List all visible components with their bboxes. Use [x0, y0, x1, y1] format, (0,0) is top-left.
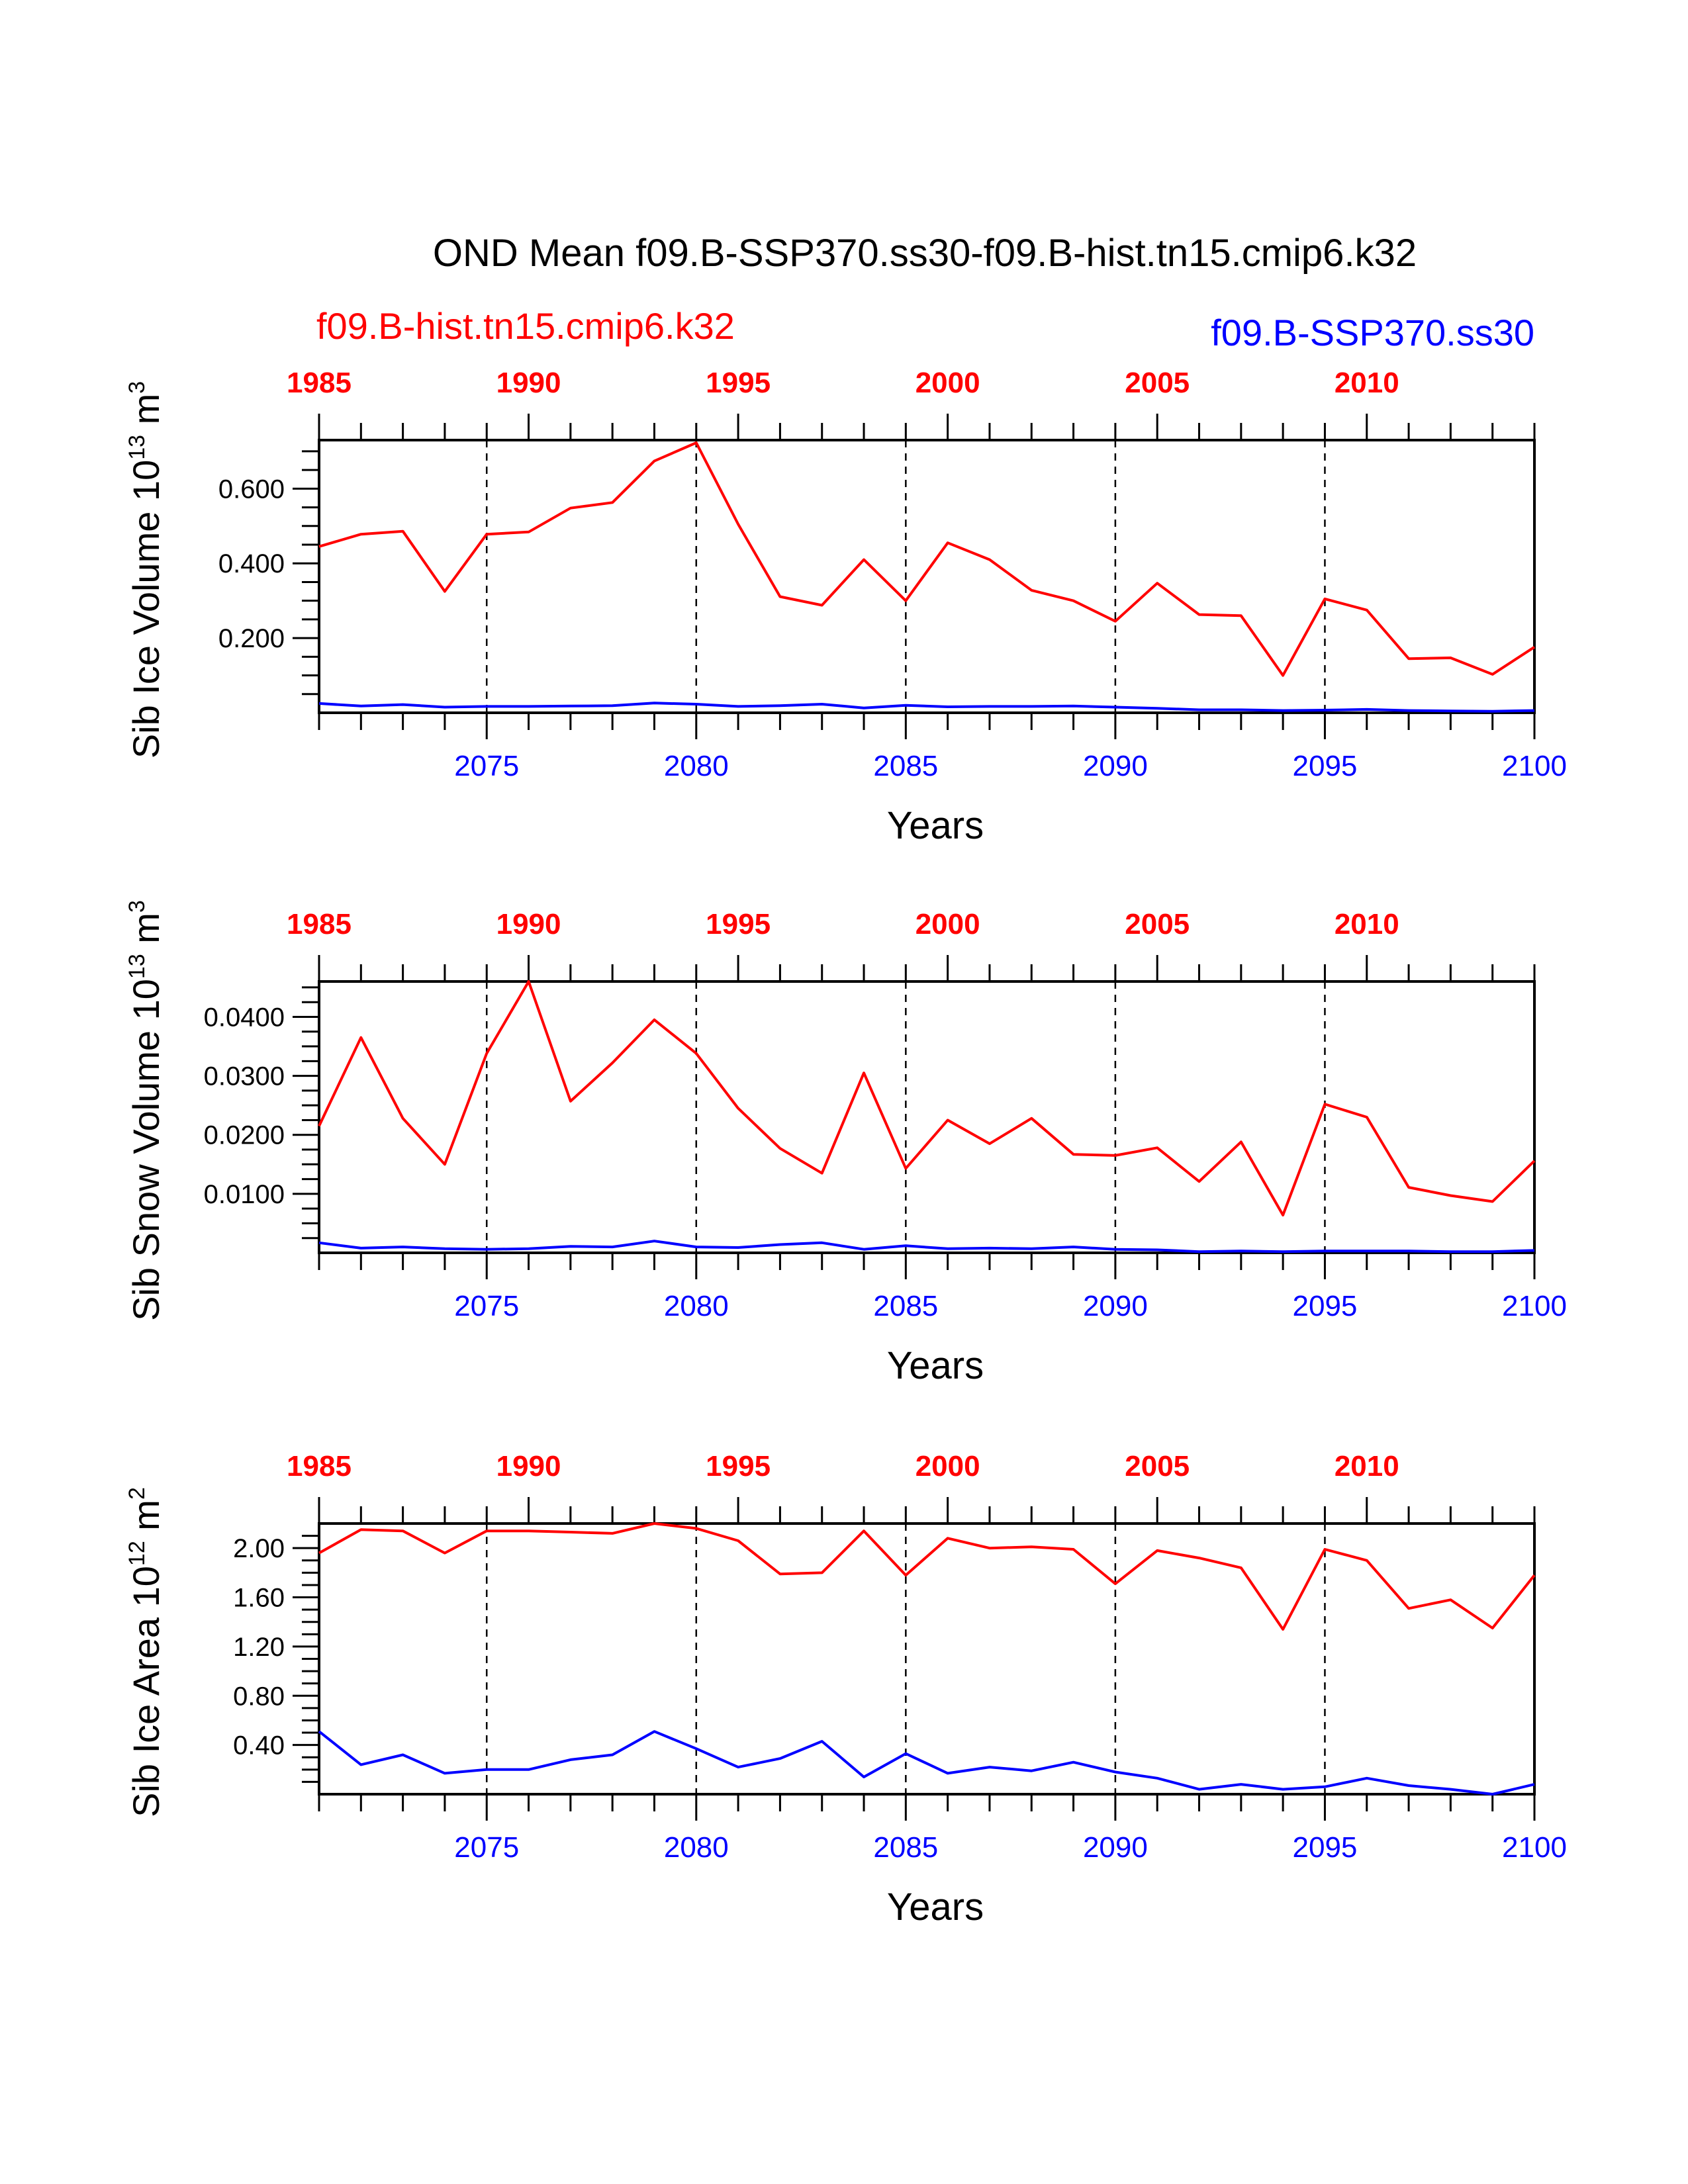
top-tick-label: 1985	[287, 367, 352, 399]
legend-hist: f09.B-hist.tn15.cmip6.k32	[316, 305, 735, 347]
figure-title: OND Mean f09.B-SSP370.ss30-f09.B-hist.tn…	[433, 232, 1417, 275]
y-axis-title-superscript: 3	[124, 381, 150, 394]
top-tick-label: 1990	[496, 908, 561, 940]
y-axis-title-part: m	[125, 913, 167, 954]
bottom-tick-label: 2095	[1293, 1290, 1358, 1322]
y-axis-title-part: m	[125, 1500, 167, 1541]
bottom-tick-label: 2075	[454, 750, 519, 782]
bottom-tick-label: 2080	[664, 1831, 729, 1864]
series-line-ssp	[318, 702, 1535, 713]
top-tick-label: 1985	[287, 908, 352, 940]
y-axis-title-superscript: 13	[124, 435, 150, 460]
y-axis-title: Sib Ice Volume 1013 m3	[124, 381, 167, 758]
y-tick-label: 0.0100	[204, 1180, 285, 1209]
y-axis-title-superscript: 12	[124, 1541, 150, 1566]
y-axis-title-part: Sib Ice Area 10	[125, 1566, 167, 1817]
x-axis-title: Years	[887, 804, 984, 847]
bottom-tick-label: 2090	[1083, 1290, 1148, 1322]
top-tick-label: 1995	[706, 1450, 771, 1482]
bottom-tick-label: 2100	[1502, 1831, 1567, 1864]
y-tick-label: 0.400	[218, 549, 285, 578]
series-line-hist	[318, 441, 1536, 677]
top-tick-label: 2010	[1335, 367, 1399, 399]
top-tick-label: 2005	[1125, 1450, 1190, 1482]
top-tick-label: 2000	[915, 1450, 980, 1482]
y-tick-label: 0.40	[233, 1731, 285, 1760]
series-line-hist	[318, 980, 1536, 1216]
y-axis-title: Sib Ice Area 1012 m2	[124, 1487, 167, 1817]
bottom-tick-label: 2100	[1502, 1290, 1567, 1322]
top-tick-label: 2005	[1125, 367, 1190, 399]
y-tick-label: 2.00	[233, 1534, 285, 1563]
top-tick-label: 1995	[706, 367, 771, 399]
y-axis-title-part: Sib Snow Volume 10	[125, 979, 167, 1321]
x-axis-title: Years	[887, 1886, 984, 1929]
bottom-tick-label: 2085	[873, 750, 938, 782]
top-tick-label: 1990	[496, 1450, 561, 1482]
top-tick-label: 2010	[1335, 908, 1399, 940]
bottom-tick-label: 2085	[873, 1290, 938, 1322]
bottom-tick-label: 2100	[1502, 750, 1567, 782]
y-axis-title-superscript: 2	[124, 1487, 150, 1500]
bottom-tick-label: 2095	[1293, 1831, 1358, 1864]
bottom-tick-label: 2075	[454, 1290, 519, 1322]
y-axis-title-part: m	[125, 394, 167, 435]
panel-2: 2075 2080 2085 2090 2095 2100 1985 1990 1995 2000…	[124, 900, 1567, 1387]
top-tick-label: 2010	[1335, 1450, 1399, 1482]
top-tick-label: 1990	[496, 367, 561, 399]
y-tick-label: 0.200	[218, 624, 285, 653]
bottom-tick-label: 2085	[873, 1831, 938, 1864]
y-tick-label: 0.600	[218, 475, 285, 504]
plot-frame	[318, 439, 1536, 714]
top-tick-label: 1995	[706, 908, 771, 940]
y-axis-title-superscript: 3	[124, 900, 150, 913]
y-axis-title-part: Sib Ice Volume 10	[125, 460, 167, 758]
bottom-tick-label: 2090	[1083, 750, 1148, 782]
panel-1: 2075 2080 2085 2090 2095 2100 1985 1990 1995 2000…	[124, 367, 1567, 847]
top-tick-label: 1985	[287, 1450, 352, 1482]
top-tick-label: 2000	[915, 908, 980, 940]
y-tick-label: 1.60	[233, 1584, 285, 1613]
plot-frame	[318, 1522, 1536, 1796]
bottom-tick-label: 2080	[664, 750, 729, 782]
top-tick-label: 2000	[915, 367, 980, 399]
y-axis-title-superscript: 13	[124, 954, 150, 979]
y-tick-label: 0.80	[233, 1682, 285, 1711]
y-tick-label: 0.0400	[204, 1003, 285, 1032]
y-axis-title: Sib Snow Volume 1013 m3	[124, 900, 167, 1321]
legend-ssp: f09.B-SSP370.ss30	[1211, 312, 1534, 353]
bottom-tick-label: 2075	[454, 1831, 519, 1864]
y-tick-label: 0.0300	[204, 1062, 285, 1091]
series-line-ssp	[318, 1240, 1535, 1253]
y-tick-label: 0.0200	[204, 1121, 285, 1150]
series-line-hist	[318, 1522, 1536, 1631]
series-line-ssp	[318, 1730, 1535, 1796]
x-axis-title: Years	[887, 1344, 984, 1387]
panel-3: 2075 2080 2085 2090 2095 2100 1985 1990 1995 2000…	[124, 1450, 1567, 1929]
plot-frame	[318, 980, 1536, 1254]
bottom-tick-label: 2080	[664, 1290, 729, 1322]
top-tick-label: 2005	[1125, 908, 1190, 940]
bottom-tick-label: 2090	[1083, 1831, 1148, 1864]
y-tick-label: 1.20	[233, 1633, 285, 1662]
bottom-tick-label: 2095	[1293, 750, 1358, 782]
